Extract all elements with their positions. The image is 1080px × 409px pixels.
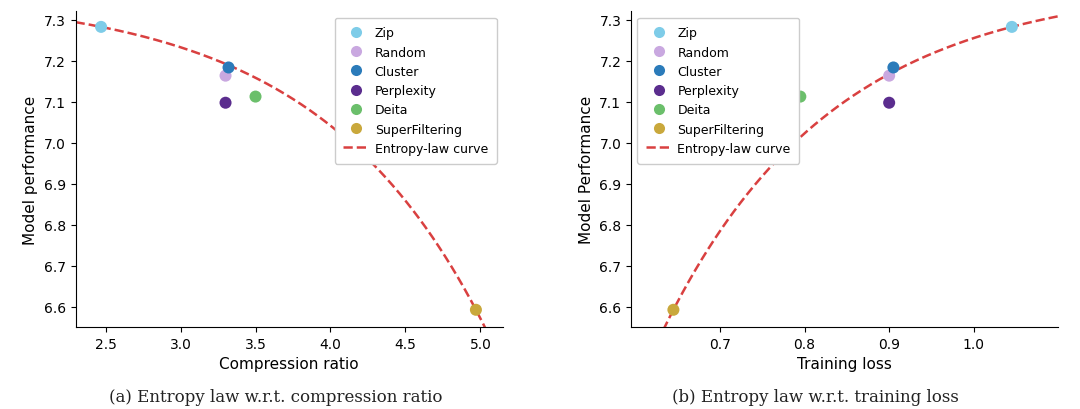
Point bbox=[93, 25, 110, 31]
Point bbox=[880, 100, 897, 107]
Point bbox=[220, 65, 238, 72]
Point bbox=[217, 100, 234, 107]
Point bbox=[880, 73, 897, 80]
Point bbox=[885, 65, 902, 72]
X-axis label: Training loss: Training loss bbox=[797, 356, 892, 371]
Text: (b) Entropy law w.r.t. training loss: (b) Entropy law w.r.t. training loss bbox=[672, 388, 959, 405]
Text: (a) Entropy law w.r.t. compression ratio: (a) Entropy law w.r.t. compression ratio bbox=[109, 388, 442, 405]
Y-axis label: Model performance: Model performance bbox=[23, 95, 38, 244]
Legend: Zip, Random, Cluster, Perplexity, Deita, SuperFiltering, Entropy-law curve: Zip, Random, Cluster, Perplexity, Deita,… bbox=[637, 18, 799, 164]
Point bbox=[792, 94, 809, 101]
Point bbox=[217, 73, 234, 80]
Point bbox=[468, 307, 485, 313]
X-axis label: Compression ratio: Compression ratio bbox=[219, 356, 359, 371]
Point bbox=[665, 307, 683, 313]
Point bbox=[247, 94, 265, 101]
Legend: Zip, Random, Cluster, Perplexity, Deita, SuperFiltering, Entropy-law curve: Zip, Random, Cluster, Perplexity, Deita,… bbox=[335, 18, 497, 164]
Y-axis label: Model Performance: Model Performance bbox=[579, 96, 594, 244]
Point bbox=[1003, 25, 1021, 31]
